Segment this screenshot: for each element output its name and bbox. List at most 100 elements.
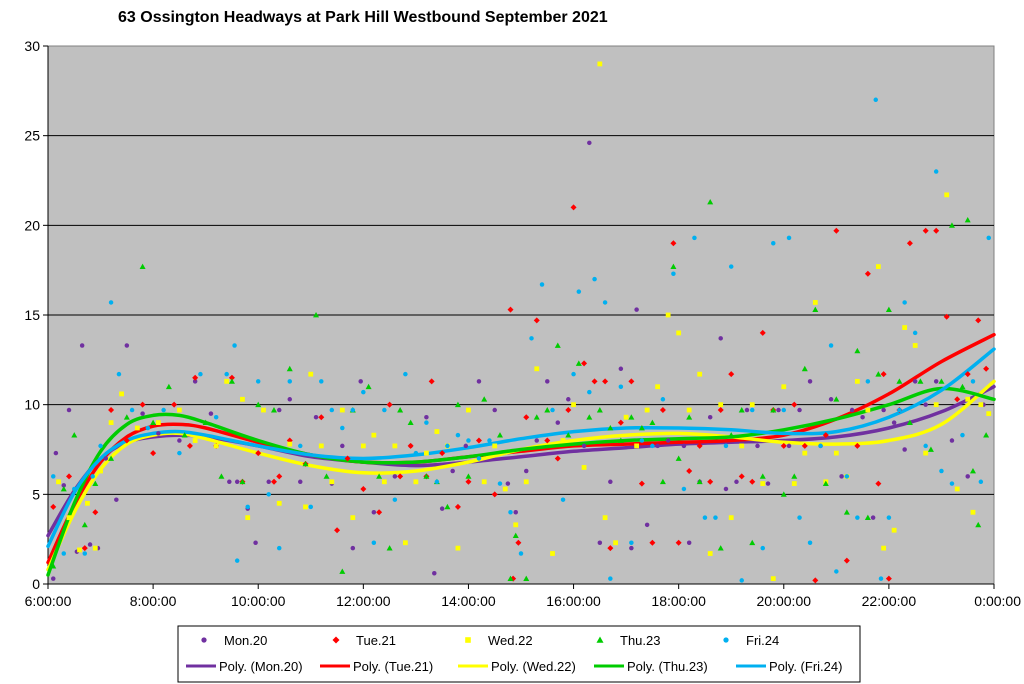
data-point — [613, 540, 618, 546]
data-point — [965, 396, 971, 402]
data-point — [623, 414, 629, 420]
data-point — [513, 522, 519, 528]
data-point — [875, 264, 881, 269]
data-point — [407, 419, 414, 425]
data-point — [749, 539, 756, 546]
data-point — [61, 551, 67, 556]
data-point — [392, 497, 398, 502]
data-point — [734, 479, 739, 485]
data-point — [371, 540, 377, 546]
data-point — [944, 192, 950, 198]
data-point — [79, 343, 85, 348]
data-point — [906, 419, 913, 425]
data-point — [670, 240, 677, 247]
data-point — [833, 450, 839, 456]
legend-label: Poly. (Thu.23) — [627, 659, 708, 674]
x-tick-label: 12:00:00 — [336, 593, 391, 609]
data-point — [770, 576, 776, 582]
data-point — [885, 306, 892, 313]
legend-label: Wed.22 — [488, 633, 533, 648]
legend-marker — [596, 636, 604, 643]
data-point — [313, 312, 320, 318]
data-point — [565, 432, 572, 438]
data-point — [739, 443, 745, 449]
data-point — [181, 432, 188, 438]
data-point — [983, 365, 990, 372]
data-point — [812, 306, 819, 313]
data-point — [340, 425, 345, 431]
data-point — [759, 329, 766, 336]
data-point — [465, 478, 472, 485]
data-point — [492, 443, 498, 449]
data-point — [276, 407, 282, 413]
data-point — [855, 515, 860, 520]
data-point — [518, 551, 524, 556]
data-point — [287, 441, 293, 447]
data-point — [765, 481, 771, 486]
data-point — [463, 443, 469, 449]
data-point — [270, 407, 277, 413]
data-point — [591, 378, 598, 385]
data-point — [413, 450, 419, 456]
data-point — [923, 443, 928, 449]
data-point — [240, 396, 245, 402]
data-point — [245, 515, 251, 521]
data-point — [902, 447, 907, 452]
data-point — [912, 343, 918, 348]
data-point — [702, 515, 708, 520]
data-point — [228, 374, 235, 381]
data-point — [81, 521, 88, 528]
data-point — [177, 450, 182, 456]
data-point — [891, 527, 897, 533]
data-point — [629, 545, 634, 551]
data-point — [602, 300, 608, 305]
data-point — [875, 371, 882, 377]
trendlines — [46, 332, 996, 577]
y-tick-label: 25 — [24, 128, 40, 144]
data-point — [432, 570, 437, 576]
data-point — [234, 479, 240, 485]
data-point — [978, 402, 984, 408]
data-point — [51, 576, 56, 581]
data-point — [466, 438, 471, 443]
data-point — [103, 456, 109, 461]
data-point — [891, 420, 897, 425]
data-point — [386, 401, 393, 408]
data-point — [975, 521, 982, 528]
data-point — [534, 366, 540, 372]
data-point — [358, 379, 363, 384]
data-point — [581, 465, 587, 470]
data-point — [72, 486, 77, 492]
data-point — [873, 97, 878, 103]
data-point — [475, 437, 482, 444]
data-point — [707, 478, 714, 485]
data-point — [812, 300, 818, 305]
data-point — [843, 557, 850, 564]
data-point — [644, 522, 650, 528]
data-point — [554, 455, 561, 462]
data-point — [397, 407, 404, 413]
data-point — [350, 407, 356, 413]
data-point — [502, 486, 508, 492]
data-point — [860, 414, 865, 420]
data-point — [744, 407, 750, 413]
data-point — [87, 542, 93, 547]
data-point — [986, 411, 992, 417]
data-point — [728, 515, 734, 521]
data-point — [60, 485, 67, 492]
y-tick-label: 5 — [32, 486, 40, 502]
data-point — [139, 263, 146, 269]
data-point — [150, 419, 157, 425]
data-point — [177, 438, 182, 443]
data-point — [801, 442, 808, 449]
data-point — [923, 450, 929, 456]
data-point — [392, 474, 398, 479]
x-tick-label: 14:00:00 — [441, 593, 496, 609]
data-point — [161, 407, 166, 413]
gridlines — [48, 135, 994, 495]
data-point — [308, 504, 314, 510]
data-point — [119, 391, 124, 397]
data-point — [176, 407, 182, 413]
data-point — [213, 414, 219, 420]
